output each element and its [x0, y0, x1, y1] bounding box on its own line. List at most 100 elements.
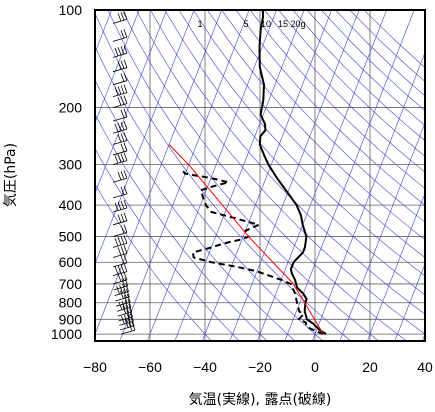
wind-barb — [112, 185, 128, 199]
wind-barb — [112, 152, 128, 166]
y-tick-label: 700 — [59, 276, 83, 292]
wind-barb — [112, 121, 128, 134]
wind-barb — [114, 283, 129, 296]
wind-barb — [112, 59, 128, 73]
y-tick-label: 200 — [59, 100, 83, 116]
plot-frame — [94, 9, 426, 342]
wind-barb — [112, 84, 128, 97]
adiabat — [135, 10, 425, 335]
isotherm — [147, 10, 277, 341]
x-tick-label: −40 — [193, 359, 217, 375]
isotherm — [394, 262, 425, 341]
isotherm — [95, 10, 167, 195]
wind-barb — [115, 288, 130, 302]
y-tick-label: 500 — [59, 229, 83, 245]
series-solid-2 — [168, 144, 324, 335]
mixing-ratio-label: 15 — [278, 19, 288, 29]
adiabat — [278, 10, 425, 157]
y-tick-label: 600 — [59, 254, 83, 270]
wind-barb — [112, 271, 128, 285]
wind-barb — [112, 199, 128, 213]
isotherm — [202, 10, 332, 341]
wind-barb — [112, 254, 128, 268]
wind-barb — [116, 294, 131, 307]
y-tick-label: 900 — [59, 311, 83, 327]
profile-series — [168, 10, 327, 336]
series-solid-0 — [258, 10, 327, 335]
wind-barb — [112, 108, 128, 122]
isotherm — [119, 10, 250, 341]
y-tick-label: 100 — [59, 2, 83, 18]
isotherm — [95, 10, 222, 335]
isotherm — [312, 51, 425, 341]
y-tick-label: 400 — [59, 197, 83, 213]
wind-barb — [112, 132, 128, 145]
adiabat — [178, 10, 425, 277]
adiabat — [207, 10, 425, 241]
wind-barbs — [112, 10, 136, 335]
x-tick-label: −20 — [248, 359, 272, 375]
wind-barb — [112, 263, 128, 277]
adiabat — [192, 10, 425, 258]
isotherm — [95, 10, 195, 265]
adiabat — [235, 10, 425, 206]
adiabat — [95, 147, 240, 341]
y-tick-label: 1000 — [51, 326, 82, 342]
adiabat — [95, 113, 268, 341]
wind-barb — [112, 11, 128, 24]
adiabat — [321, 10, 425, 111]
series-dashed-1 — [180, 168, 324, 336]
adiabat — [264, 10, 425, 173]
x-tick-label: 0 — [311, 359, 319, 375]
x-tick-label: −80 — [83, 359, 107, 375]
adiabat — [150, 10, 425, 315]
mixing-ratio-label: 1 — [197, 19, 202, 29]
y-axis-title: 気圧(hPa) — [3, 143, 19, 207]
wind-barb — [116, 299, 132, 312]
wind-barb — [112, 224, 128, 237]
y-tick-label: 800 — [59, 295, 83, 311]
isotherm — [95, 10, 140, 124]
adiabat — [249, 10, 425, 189]
x-tick-labels: −80 −60 −40 −20 0 20 40 — [83, 359, 433, 375]
x-tick-label: 40 — [417, 359, 433, 375]
isotherm — [229, 10, 360, 341]
wind-barb — [113, 10, 115, 11]
mixing-ratio-labels: 1 5 10 15 20g — [197, 19, 305, 29]
wind-barb — [112, 170, 128, 183]
wind-barb — [112, 45, 128, 58]
wind-barb — [112, 245, 128, 258]
wind-barb — [112, 72, 128, 86]
background-lines — [0, 10, 425, 341]
isotherm — [339, 122, 425, 341]
mixing-ratio-label: 5 — [243, 19, 248, 29]
adiabat — [107, 10, 379, 341]
mixing-ratio-label: 20g — [290, 19, 305, 29]
adiabat — [121, 10, 407, 341]
y-tick-label: 300 — [59, 157, 83, 173]
adiabat — [306, 10, 425, 126]
isotherm — [174, 10, 305, 341]
adiabat — [95, 45, 324, 341]
adiabat — [292, 10, 425, 142]
wind-barb — [112, 142, 128, 156]
isotherm — [367, 192, 425, 341]
wind-barb — [113, 277, 129, 291]
x-axis-title: 気温(実線), 露点(破線) — [189, 392, 332, 408]
isotherm — [257, 10, 387, 341]
x-tick-label: 20 — [362, 359, 378, 375]
adiabat — [95, 12, 351, 341]
mixing-ratio-label: 10 — [261, 19, 271, 29]
wind-barb — [112, 235, 128, 248]
adiabat — [221, 10, 425, 223]
adiabat — [95, 79, 296, 341]
x-tick-label: −60 — [138, 359, 162, 375]
wind-barb — [112, 29, 128, 42]
wind-barb — [112, 95, 128, 108]
wind-barb — [117, 303, 133, 317]
wind-barb — [118, 308, 133, 322]
isotherm — [0, 10, 2, 341]
adiabat — [95, 183, 212, 341]
